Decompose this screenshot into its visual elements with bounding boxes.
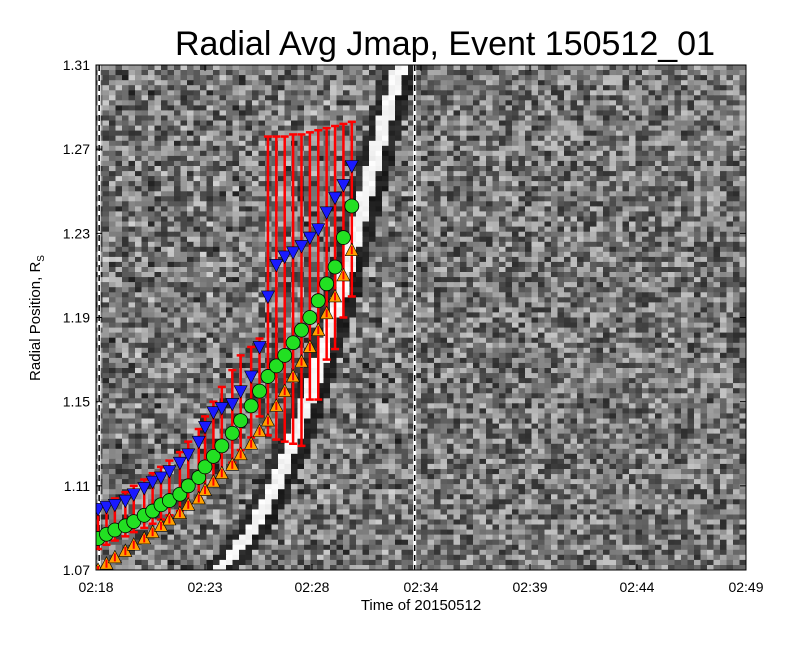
series-0-point-7 <box>154 471 168 486</box>
series-1-point-23 <box>294 322 309 338</box>
series-1-point-22 <box>285 335 301 351</box>
x-tick-label-5: 02:44 <box>619 579 654 595</box>
y-axis-label-main: Radial Position, R <box>27 262 44 381</box>
series-1-point-14 <box>214 438 230 454</box>
series-0-point-28 <box>336 179 351 193</box>
x-axis-label: Time of 20150512 <box>361 597 481 614</box>
series-0-point-16 <box>233 385 248 399</box>
series-0-point-18 <box>252 341 267 355</box>
series-1-point-10 <box>180 478 196 494</box>
series-0-point-14 <box>214 402 229 416</box>
x-tick-label-6: 02:49 <box>728 579 763 595</box>
y-axis-label-group: Radial Position, RS <box>27 255 47 381</box>
x-tick-label-2: 02:28 <box>294 579 329 595</box>
series-0-point-1 <box>99 501 114 515</box>
series-0-point-25 <box>311 223 326 237</box>
series-0-point-19 <box>260 290 275 305</box>
series-0-point-22 <box>286 246 301 260</box>
x-tick-label-0: 02:18 <box>78 579 113 595</box>
series-1-point-13 <box>206 448 221 464</box>
x-tick-label-4: 02:39 <box>513 579 548 595</box>
series-1-point-16 <box>233 413 249 429</box>
y-axis-label: Radial Position, RS <box>27 255 47 381</box>
y-tick-label-2: 1.15 <box>63 394 90 410</box>
series-0-point-15 <box>225 397 240 412</box>
series-1-point-18 <box>252 383 267 399</box>
series-1-point-17 <box>243 398 259 414</box>
series-0-point-4 <box>126 488 141 502</box>
series-0-point-21 <box>277 250 292 265</box>
series-1-point-26 <box>319 276 335 292</box>
series-1-point-12 <box>197 459 213 475</box>
series-1-point-19 <box>260 369 276 384</box>
series-0-point-27 <box>328 191 343 206</box>
y-tick-label-1: 1.11 <box>64 478 90 494</box>
series-1-point-24 <box>302 310 318 325</box>
series-0-point-8 <box>162 465 177 479</box>
x-axis: 02:18 02:23 02:28 02:34 02:39 02:44 02:49 <box>78 65 764 595</box>
series-0-point-17 <box>244 370 259 385</box>
series-1-point-25 <box>310 293 326 309</box>
y-tick-label-6: 1.31 <box>63 57 90 73</box>
series-0-point-29 <box>344 160 359 174</box>
y-tick-label-4: 1.23 <box>63 225 90 241</box>
series-0-point-11 <box>191 435 206 450</box>
y-tick-label-0: 1.07 <box>63 562 90 578</box>
y-tick-label-5: 1.27 <box>63 141 90 157</box>
y-axis-label-subscript: S <box>36 255 47 262</box>
series-0-point-2 <box>107 498 122 513</box>
series-0-point-3 <box>118 494 133 509</box>
plot-area <box>96 65 746 570</box>
x-tick-label-1: 02:23 <box>188 579 223 595</box>
series-0-point-5 <box>137 482 152 496</box>
series-1-point-29 <box>344 198 360 214</box>
series-0-point-12 <box>198 421 213 435</box>
series-1-point-15 <box>224 425 240 441</box>
series-0-point-26 <box>319 206 334 220</box>
series-1-point-28 <box>336 230 351 245</box>
series-1-point-21 <box>277 347 293 363</box>
y-tick-label-3: 1.19 <box>63 310 90 326</box>
series-1-point-27 <box>327 259 343 275</box>
series-1-point-20 <box>268 358 284 374</box>
series-0-point-9 <box>172 456 187 471</box>
marker-layer <box>96 160 360 570</box>
series-0-point-20 <box>269 259 284 273</box>
series-0-point-10 <box>181 448 196 462</box>
chart-title: Radial Avg Jmap, Event 150512_01 <box>175 25 715 63</box>
series-0-point-6 <box>145 475 160 490</box>
jmap-background-image <box>96 65 746 570</box>
y-axis: 1.07 1.11 1.15 1.19 1.23 1.27 1.31 <box>63 57 746 578</box>
series-0-point-13 <box>206 406 221 420</box>
series-0-point-24 <box>302 231 317 246</box>
series-0-point-23 <box>294 240 309 254</box>
x-tick-label-3: 02:34 <box>403 579 438 595</box>
